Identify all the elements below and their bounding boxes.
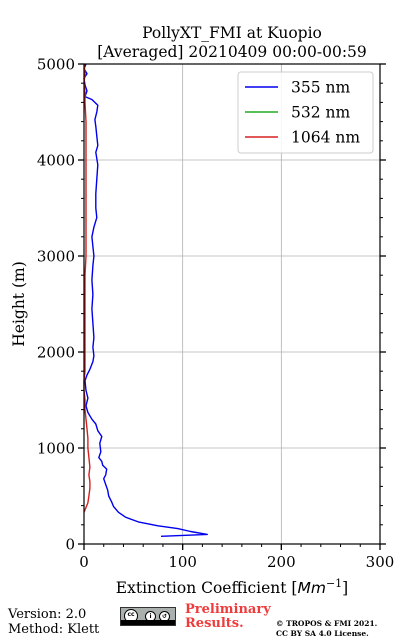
preliminary-line2: Results. [185, 616, 244, 631]
x-tick-label: 0 [79, 553, 89, 571]
y-tick-label: 1000 [37, 440, 75, 458]
legend-label-355-nm: 355 nm [291, 79, 350, 97]
copyright-line2: CC BY SA 4.0 License. [276, 629, 369, 638]
legend-label-532-nm: 532 nm [291, 104, 350, 122]
y-tick-label: 2000 [37, 344, 75, 362]
y-axis-label: Height (m) [10, 261, 28, 347]
preliminary-results-notice: Preliminary Results. [185, 603, 271, 631]
extinction-profile-chart: PollyXT_FMI at Kuopio [Averaged] 2021040… [10, 24, 395, 597]
series-line-1064-nm [83, 63, 91, 513]
license-strip [121, 620, 175, 625]
method-text: Method: Klett [8, 622, 100, 637]
copyright-line1: © TROPOS & FMI 2021. [276, 619, 378, 628]
chart-title-line2: [Averaged] 20210409 00:00-00:59 [97, 43, 367, 61]
legend-entries: 355 nm 532 nm 1064 nm [245, 79, 360, 147]
preliminary-line1: Preliminary [185, 602, 271, 617]
legend-box [237, 71, 374, 154]
x-tick-label: 300 [366, 553, 395, 571]
chart-title-line1: PollyXT_FMI at Kuopio [142, 24, 322, 42]
y-tick-label: 0 [65, 536, 75, 554]
tick-labels: 0 1000 2000 3000 4000 5000 0 100 200 300 [37, 56, 395, 572]
y-tick-label: 3000 [37, 248, 75, 266]
legend-label-1064-nm: 1064 nm [291, 129, 360, 147]
x-tick-label: 100 [168, 553, 197, 571]
x-tick-label: 200 [267, 553, 296, 571]
y-tick-label: 4000 [37, 152, 75, 170]
x-axis-label-close: ] [342, 579, 348, 597]
x-axis-label-unit: Mm [297, 579, 325, 597]
cc-by-sa-license-icon: cc i ↺ [120, 607, 176, 626]
x-axis-label-exponent: −1 [326, 577, 342, 590]
copyright-notice: © TROPOS & FMI 2021. CC BY SA 4.0 Licens… [276, 619, 377, 639]
x-axis-label-text: Extinction Coefficient [ [116, 579, 298, 597]
major-ticks [78, 63, 386, 550]
version-text: Version: 2.0 [8, 607, 87, 622]
plot-frame [83, 63, 381, 545]
legend: 355 nm 532 nm 1064 nm [237, 71, 374, 154]
series-line-355-nm [83, 63, 209, 537]
y-axis-label-text: Height (m) [10, 261, 28, 347]
series-lines [83, 63, 209, 537]
x-axis-label: Extinction Coefficient [Mm−1] [116, 577, 348, 597]
y-tick-label: 5000 [37, 56, 75, 74]
